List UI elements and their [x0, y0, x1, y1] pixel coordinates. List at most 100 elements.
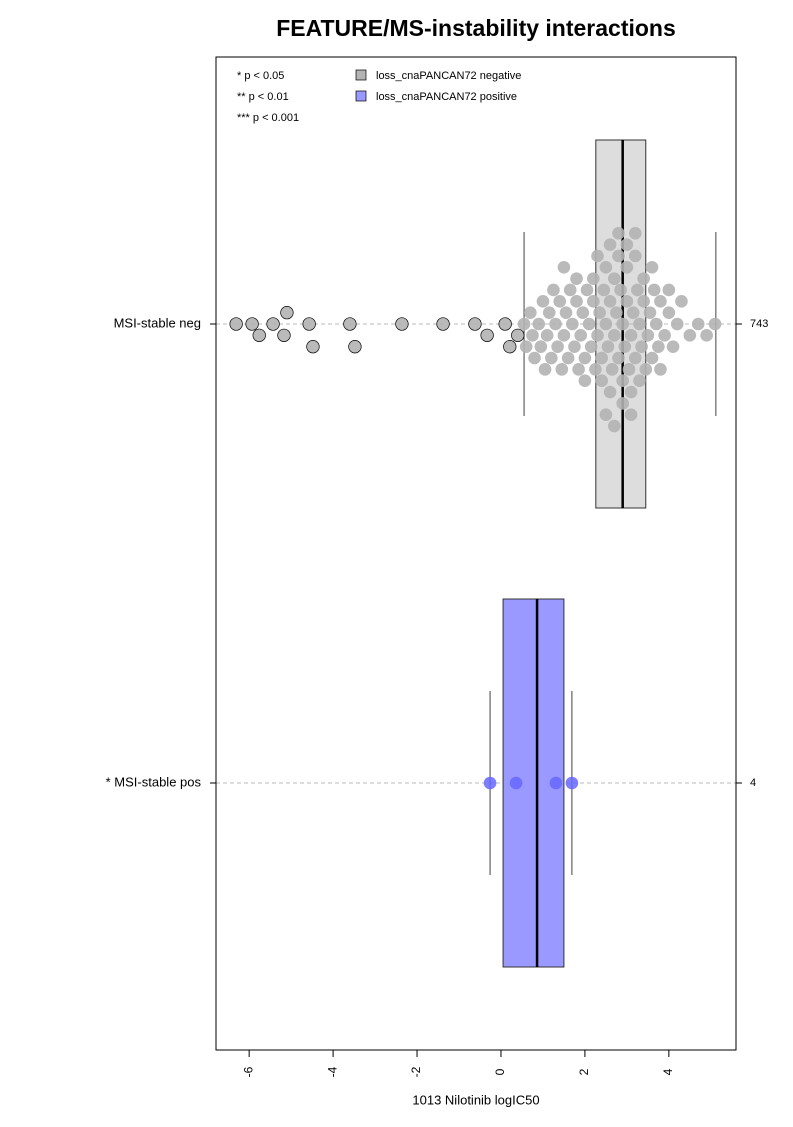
data-point	[628, 351, 642, 365]
x-axis-label: 1013 Nilotinib logIC50	[412, 1092, 539, 1107]
data-point	[599, 317, 613, 331]
data-point	[641, 329, 655, 342]
data-point	[637, 272, 650, 285]
data-point	[647, 283, 661, 297]
count-label: 743	[750, 318, 768, 330]
data-point	[252, 328, 266, 342]
data-point	[511, 328, 525, 342]
y-tick-label: MSI-stable neg	[114, 315, 201, 330]
data-point	[532, 317, 546, 331]
data-point	[568, 340, 581, 353]
data-point	[483, 776, 497, 790]
data-point	[603, 385, 617, 399]
data-point	[607, 272, 621, 285]
data-point	[555, 363, 569, 376]
count-label: 4	[750, 777, 756, 789]
data-point	[624, 385, 638, 399]
data-point	[612, 351, 625, 365]
data-point	[614, 283, 627, 297]
plot-area: -6 -4 -2 0 2 4 * p < 0.05 ** p < 0.01 *** p < 0.…	[106, 69, 768, 1077]
data-point	[603, 295, 617, 308]
data-point	[607, 329, 621, 342]
data-point	[536, 295, 550, 308]
data-point	[612, 226, 625, 240]
legend-swatch	[355, 90, 367, 102]
data-point	[637, 295, 650, 308]
data-point	[524, 306, 537, 319]
data-point	[670, 317, 684, 331]
data-point	[343, 317, 357, 331]
data-point	[631, 283, 644, 297]
data-point	[633, 374, 646, 388]
data-point	[551, 340, 564, 353]
data-point	[616, 397, 629, 410]
data-point	[683, 329, 697, 342]
legend-label: loss_cnaPANCAN72 negative	[376, 70, 521, 82]
data-point	[691, 317, 705, 331]
data-point	[526, 329, 539, 342]
data-point	[620, 238, 634, 251]
x-tick-label: -2	[409, 1066, 423, 1077]
data-point	[628, 249, 642, 263]
data-point	[620, 261, 634, 274]
data-point	[306, 340, 320, 354]
data-point	[540, 329, 554, 342]
data-point	[654, 295, 667, 308]
data-point	[626, 306, 640, 319]
data-point	[591, 329, 604, 342]
data-point	[612, 249, 625, 263]
data-point	[597, 283, 611, 297]
data-point	[557, 329, 571, 342]
data-point	[468, 317, 482, 331]
data-point	[549, 317, 562, 331]
data-point	[517, 317, 531, 331]
data-point	[666, 340, 680, 353]
data-point	[582, 317, 596, 331]
data-point	[580, 283, 594, 297]
data-point	[266, 317, 280, 331]
data-point	[578, 374, 592, 388]
data-point	[578, 351, 592, 365]
data-point	[635, 340, 648, 353]
legend-swatch	[355, 69, 367, 81]
data-point	[245, 317, 259, 331]
data-point	[302, 317, 316, 331]
data-point	[509, 776, 523, 790]
data-point	[591, 249, 604, 263]
data-point	[565, 776, 579, 790]
data-point	[572, 363, 585, 376]
data-point	[620, 295, 634, 308]
x-tick-label: 2	[577, 1068, 591, 1075]
data-point	[587, 295, 600, 308]
x-tick-label: -4	[325, 1066, 339, 1077]
data-point	[348, 340, 362, 354]
significance-note: *** p < 0.001	[237, 112, 299, 124]
data-point	[624, 408, 638, 422]
significance-note: ** p < 0.01	[237, 91, 289, 103]
data-point	[658, 329, 671, 342]
data-point	[645, 351, 659, 365]
data-point	[599, 408, 613, 422]
data-point	[605, 363, 619, 376]
data-point	[603, 238, 617, 251]
data-point	[700, 329, 713, 342]
data-point	[584, 340, 598, 353]
data-point	[528, 351, 541, 365]
significance-note: * p < 0.05	[237, 70, 284, 82]
data-point	[616, 374, 629, 388]
data-point	[547, 283, 560, 297]
data-point	[589, 363, 602, 376]
data-point	[610, 306, 623, 319]
data-point	[645, 261, 659, 274]
data-point	[654, 363, 667, 376]
data-point	[576, 306, 590, 319]
data-point	[498, 317, 512, 331]
x-tick-label: 0	[493, 1068, 507, 1075]
data-point	[624, 329, 638, 342]
data-point	[616, 317, 629, 331]
data-point	[229, 317, 243, 331]
data-point	[563, 283, 577, 297]
data-point	[652, 340, 665, 353]
data-point	[622, 363, 636, 376]
data-point	[587, 272, 600, 285]
